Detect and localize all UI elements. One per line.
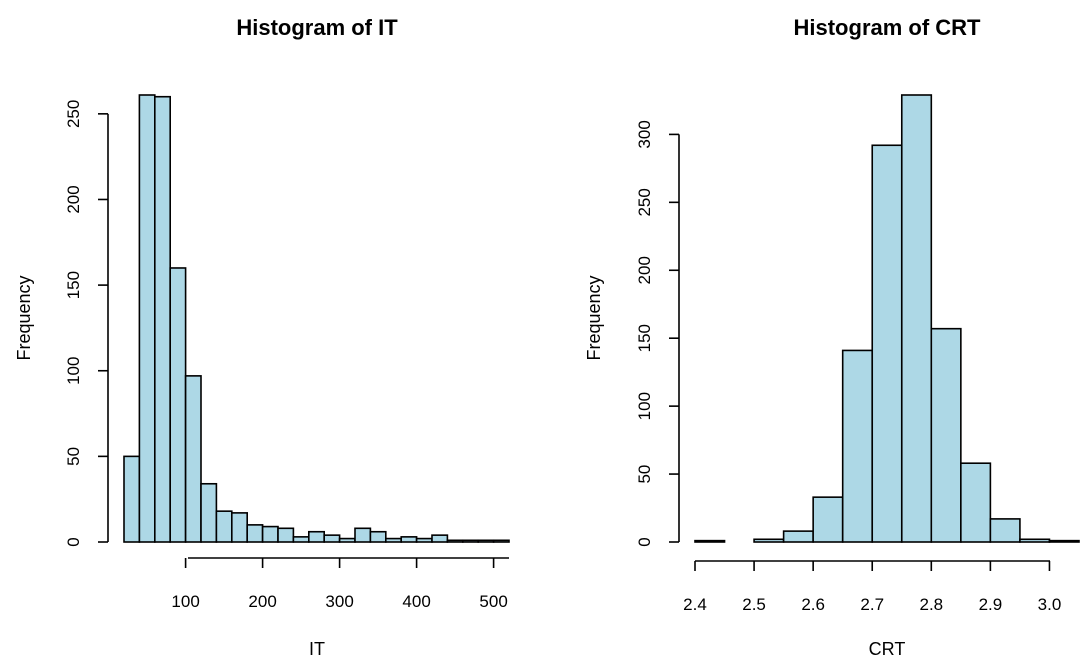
- bars: [123, 94, 510, 543]
- x-tick-label: 500: [479, 592, 507, 611]
- y-tick-label: 100: [64, 357, 83, 385]
- y-tick-label: 300: [635, 120, 654, 148]
- y-tick-label: 200: [635, 256, 654, 284]
- histogram-bar: [900, 94, 933, 543]
- chart-title: Histogram of CRT: [794, 15, 982, 40]
- histogram-bar: [431, 534, 449, 543]
- histogram-it-panel: Histogram of IT IT Frequency 100 200 300 40…: [14, 15, 510, 659]
- histogram-bar: [277, 527, 295, 543]
- y-tick-label: 150: [64, 271, 83, 299]
- x-axis: 2.4 2.5 2.6 2.7 2.8 2.9 3.0: [683, 560, 1062, 614]
- histogram-bar: [338, 537, 356, 543]
- histogram-bar: [138, 94, 156, 543]
- x-tick-label: 2.9: [979, 595, 1003, 614]
- y-tick-label: 200: [64, 185, 83, 213]
- y-tick-label: 150: [635, 324, 654, 352]
- y-tick-label: 50: [635, 465, 654, 484]
- histogram-bar: [492, 539, 510, 543]
- x-tick-label: 2.8: [919, 595, 943, 614]
- y-tick-label: 0: [635, 537, 654, 546]
- histogram-crt-panel: Histogram of CRT CRT Frequency 2.4 2.5 2.6…: [584, 15, 1080, 659]
- histogram-bar: [200, 482, 218, 543]
- histogram-bar: [169, 267, 187, 543]
- histogram-bar: [461, 539, 479, 543]
- histogram-bar: [812, 496, 844, 543]
- histogram-bar: [231, 512, 249, 543]
- x-tick-label: 2.5: [742, 595, 766, 614]
- histogram-bar: [871, 144, 903, 543]
- histogram-bar: [989, 518, 1021, 543]
- y-tick-label: 0: [64, 537, 83, 546]
- x-tick-label: 2.6: [801, 595, 825, 614]
- y-axis-title: Frequency: [14, 275, 34, 360]
- histogram-bar: [1048, 539, 1080, 543]
- histogram-bar: [123, 455, 141, 543]
- x-tick-label: 300: [325, 592, 353, 611]
- bars: [694, 94, 1080, 543]
- x-tick-label: 2.4: [683, 595, 707, 614]
- histogram-bar: [354, 527, 372, 543]
- histogram-bar: [261, 525, 279, 543]
- y-axis: 0 50 100 150 200 250 300: [635, 120, 680, 547]
- x-tick-label: 3.0: [1038, 595, 1062, 614]
- histogram-bar: [184, 375, 202, 543]
- y-tick-label: 250: [64, 100, 83, 128]
- histogram-bar: [753, 538, 785, 543]
- histogram-bar: [415, 537, 433, 543]
- histogram-bar: [384, 537, 402, 543]
- x-tick-label: 100: [171, 592, 199, 611]
- x-axis: 100 200 300 400 500: [171, 557, 509, 611]
- y-axis: 0 50 100 150 200 250: [64, 100, 109, 547]
- x-tick-label: 200: [248, 592, 276, 611]
- histogram-bar: [292, 536, 310, 543]
- histogram-bar: [215, 510, 233, 543]
- histogram-bar: [446, 539, 464, 543]
- x-axis-title: CRT: [869, 639, 906, 659]
- histogram-bar: [841, 349, 874, 543]
- x-tick-label: 400: [402, 592, 430, 611]
- x-axis-title: IT: [309, 639, 325, 659]
- histogram-bar: [369, 530, 387, 543]
- histogram-bar: [782, 530, 814, 543]
- histogram-bar: [694, 539, 726, 543]
- histogram-bar: [154, 95, 172, 543]
- histogram-bar: [477, 539, 495, 543]
- histogram-bar: [246, 524, 264, 543]
- y-tick-label: 250: [635, 188, 654, 216]
- histogram-bar: [1019, 538, 1051, 543]
- histogram-bar: [323, 534, 341, 543]
- histogram-bar: [400, 536, 418, 543]
- chart-title: Histogram of IT: [236, 15, 398, 40]
- histogram-bar: [307, 530, 325, 543]
- y-axis-title: Frequency: [584, 275, 604, 360]
- x-tick-label: 2.7: [860, 595, 884, 614]
- y-tick-label: 50: [64, 447, 83, 466]
- y-tick-label: 100: [635, 392, 654, 420]
- histogram-bar: [960, 462, 992, 543]
- histogram-bar: [930, 327, 962, 543]
